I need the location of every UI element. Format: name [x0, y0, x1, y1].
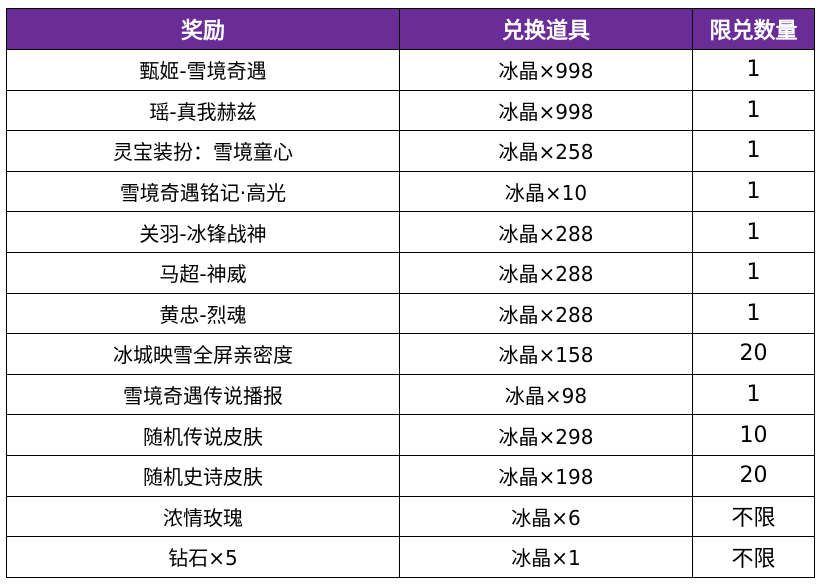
table-row: 瑶-真我赫兹 冰晶×998 1	[6, 89, 815, 132]
reward-cell: 雪境奇遇铭记·高光	[6, 170, 400, 213]
reward-cell: 雪境奇遇传说播报	[6, 373, 400, 416]
exchange-item-cell: 冰晶×288	[399, 251, 693, 294]
reward-cell: 冰城映雪全屏亲密度	[6, 333, 400, 375]
reward-cell: 浓情玫瑰	[6, 495, 400, 538]
exchange-item-cell: 冰晶×10	[399, 170, 693, 213]
exchange-limit-cell: 1	[692, 292, 815, 335]
reward-cell: 甄姬-雪境奇遇	[6, 49, 400, 91]
exchange-item-cell: 冰晶×98	[399, 373, 693, 416]
table-row: 浓情玫瑰 冰晶×6 不限	[6, 495, 815, 538]
exchange-limit-cell: 不限	[692, 536, 815, 578]
table-row: 随机传说皮肤 冰晶×298 10	[6, 414, 815, 456]
reward-exchange-table: 奖励 兑换道具 限兑数量 甄姬-雪境奇遇 冰晶×998 1 瑶-真我赫兹 冰晶×…	[6, 8, 815, 578]
exchange-item-cell: 冰晶×298	[399, 414, 693, 456]
table-row: 冰城映雪全屏亲密度 冰晶×158 20	[6, 333, 815, 375]
reward-cell: 随机传说皮肤	[6, 414, 400, 456]
table-body: 甄姬-雪境奇遇 冰晶×998 1 瑶-真我赫兹 冰晶×998 1 灵宝装扮：雪境…	[6, 49, 815, 578]
exchange-limit-cell: 1	[692, 130, 815, 172]
reward-cell: 瑶-真我赫兹	[6, 89, 400, 132]
reward-cell: 随机史诗皮肤	[6, 454, 400, 497]
reward-cell: 灵宝装扮：雪境童心	[6, 130, 400, 172]
table-row: 雪境奇遇传说播报 冰晶×98 1	[6, 373, 815, 416]
exchange-limit-cell: 不限	[692, 495, 815, 538]
exchange-limit-cell: 1	[692, 170, 815, 213]
table-row: 钻石×5 冰晶×1 不限	[6, 536, 815, 578]
exchange-limit-cell: 1	[692, 89, 815, 132]
table-row: 随机史诗皮肤 冰晶×198 20	[6, 454, 815, 497]
table-row: 黄忠-烈魂 冰晶×288 1	[6, 292, 815, 335]
header-row: 奖励 兑换道具 限兑数量	[6, 8, 815, 50]
header-exchange-item: 兑换道具	[399, 8, 693, 50]
header-exchange-limit: 限兑数量	[692, 8, 815, 50]
table-row: 灵宝装扮：雪境童心 冰晶×258 1	[6, 130, 815, 172]
exchange-item-cell: 冰晶×288	[399, 292, 693, 335]
reward-cell: 黄忠-烈魂	[6, 292, 400, 335]
table-row: 甄姬-雪境奇遇 冰晶×998 1	[6, 49, 815, 91]
exchange-limit-cell: 10	[692, 414, 815, 456]
exchange-limit-cell: 1	[692, 251, 815, 294]
table-header: 奖励 兑换道具 限兑数量	[6, 8, 815, 50]
exchange-item-cell: 冰晶×198	[399, 454, 693, 497]
table-row: 马超-神威 冰晶×288 1	[6, 251, 815, 294]
exchange-item-cell: 冰晶×258	[399, 130, 693, 172]
reward-cell: 马超-神威	[6, 251, 400, 294]
exchange-item-cell: 冰晶×158	[399, 333, 693, 375]
exchange-item-cell: 冰晶×6	[399, 495, 693, 538]
table-row: 雪境奇遇铭记·高光 冰晶×10 1	[6, 170, 815, 213]
exchange-limit-cell: 1	[692, 373, 815, 416]
exchange-item-cell: 冰晶×288	[399, 211, 693, 253]
table-row: 关羽-冰锋战神 冰晶×288 1	[6, 211, 815, 253]
exchange-item-cell: 冰晶×998	[399, 49, 693, 91]
header-reward: 奖励	[6, 8, 400, 50]
exchange-item-cell: 冰晶×1	[399, 536, 693, 578]
exchange-limit-cell: 20	[692, 454, 815, 497]
exchange-item-cell: 冰晶×998	[399, 89, 693, 132]
exchange-limit-cell: 20	[692, 333, 815, 375]
exchange-limit-cell: 1	[692, 49, 815, 91]
exchange-limit-cell: 1	[692, 211, 815, 253]
reward-cell: 关羽-冰锋战神	[6, 211, 400, 253]
reward-cell: 钻石×5	[6, 536, 400, 578]
